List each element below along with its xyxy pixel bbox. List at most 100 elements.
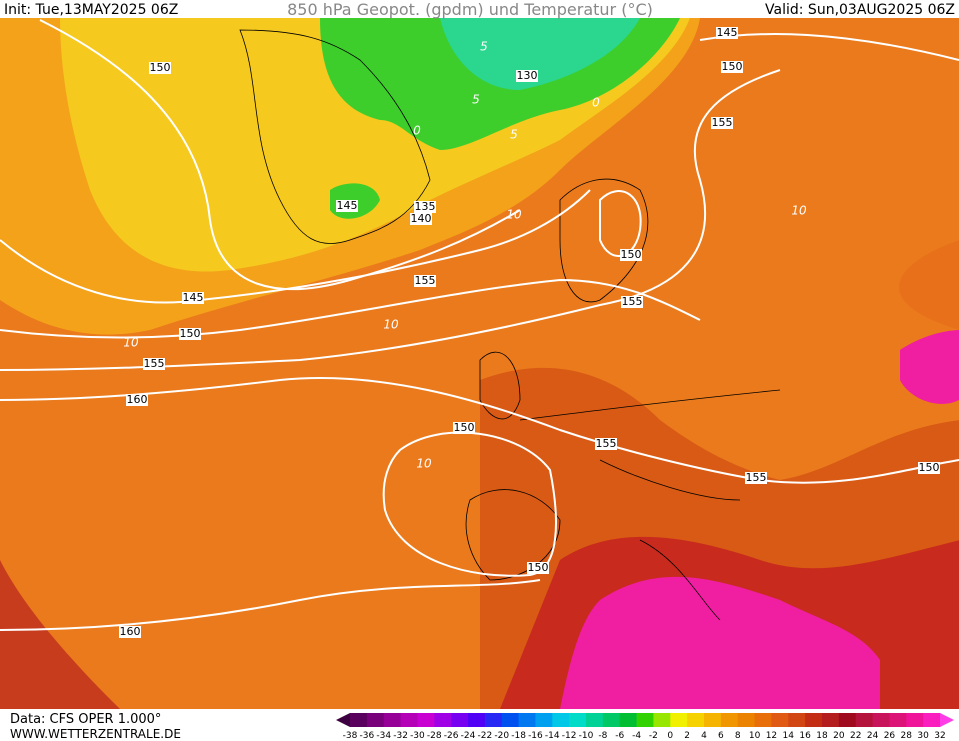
map [0, 18, 959, 709]
legend-arrow [336, 713, 350, 727]
height-label: 155 [712, 116, 733, 129]
legend-swatch [602, 713, 621, 727]
legend-swatch [687, 713, 705, 727]
legend-label: -28 [427, 731, 442, 741]
height-label: 150 [621, 248, 642, 261]
legend-label: -34 [376, 731, 391, 741]
legend-label: -38 [343, 731, 358, 741]
legend-swatch [400, 713, 418, 727]
label-box [516, 70, 538, 82]
legend-swatch [501, 713, 520, 727]
legend-label: 12 [766, 731, 777, 741]
color-legend: -38 -36 -34 -32 -30 -28 -26 -24 -22 -20 -18 -16 -14-… [336, 713, 954, 741]
legend-label: 26 [884, 731, 896, 741]
label-box [414, 201, 436, 213]
legend-label: -26 [444, 731, 459, 741]
legend-label: 10 [749, 731, 761, 741]
legend-swatch [535, 713, 553, 727]
temperature-label: 10 [123, 336, 139, 350]
label-box [620, 249, 642, 261]
legend-label: 32 [934, 731, 945, 741]
legend-label: 30 [917, 731, 929, 741]
legend-label: -10 [579, 731, 594, 741]
legend-swatch [619, 713, 638, 727]
legend-label: -32 [393, 731, 408, 741]
label-box [745, 472, 767, 484]
temperature-label: 0 [413, 124, 421, 138]
label-box [527, 562, 549, 574]
temperature-label: 10 [791, 204, 807, 218]
legend-swatch [484, 713, 503, 727]
legend-label: -8 [598, 731, 607, 741]
legend-swatch [636, 713, 654, 727]
legend-label: -36 [360, 731, 375, 741]
height-label: 150 [919, 461, 940, 474]
height-label: 160 [127, 393, 148, 406]
height-label: 155 [415, 274, 436, 287]
height-label: 160 [120, 625, 141, 638]
legend-label: -2 [649, 731, 658, 741]
legend-swatch [383, 713, 402, 727]
label-box [918, 462, 940, 474]
legend-swatch [855, 713, 874, 727]
height-label: 145 [717, 26, 738, 39]
legend-swatch [838, 713, 857, 727]
legend-label: 18 [816, 731, 828, 741]
legend-swatch [552, 713, 570, 727]
temperature-label: 10 [416, 457, 432, 471]
legend-label: 24 [867, 731, 879, 741]
height-label: 150 [180, 327, 201, 340]
legend-swatch [586, 713, 604, 727]
legend-label: 28 [901, 731, 913, 741]
height-label: 150 [454, 421, 475, 434]
legend-label: -30 [410, 731, 425, 741]
label-box [336, 200, 358, 212]
height-label: 155 [596, 437, 617, 450]
height-label: 155 [144, 357, 165, 370]
label-box [595, 438, 617, 450]
legend-label: 8 [735, 731, 741, 741]
legend-arrow [940, 713, 954, 727]
label-box [711, 117, 733, 129]
legend-label: 20 [833, 731, 845, 741]
legend-swatch [350, 713, 368, 727]
legend-swatch [653, 713, 671, 727]
label-box [149, 62, 171, 74]
legend-label: -16 [528, 731, 543, 741]
legend-swatch [923, 713, 941, 727]
temperature-label: 5 [510, 128, 518, 142]
valid-time: Valid: Sun,03AUG2025 06Z [765, 2, 955, 18]
legend-label: 22 [850, 731, 861, 741]
legend-swatch [468, 713, 486, 727]
label-box [721, 61, 743, 73]
legend-label: -20 [494, 731, 509, 741]
temperature-label: 0 [592, 96, 600, 110]
legend-swatch [434, 713, 452, 727]
init-time: Init: Tue,13MAY2025 06Z [4, 2, 178, 18]
temperature-label: 10 [506, 208, 522, 222]
height-label: 130 [517, 69, 538, 82]
legend-swatch [771, 713, 789, 727]
height-label: 145 [183, 291, 204, 304]
label-box [119, 626, 141, 638]
legend-label: -6 [615, 731, 624, 741]
temperature-label: 10 [383, 318, 399, 332]
height-label: 135 [415, 200, 436, 213]
legend-label: 6 [718, 731, 724, 741]
legend-swatch [417, 713, 435, 727]
legend-swatch [805, 713, 823, 727]
data-source: Data: CFS OPER 1.000° [10, 712, 161, 727]
temperature-label: 5 [472, 93, 480, 107]
legend-swatch [670, 713, 688, 727]
legend-swatch [872, 713, 890, 727]
height-label: 155 [622, 295, 643, 308]
legend-swatch [822, 713, 840, 727]
temperature-label: 5 [480, 40, 488, 54]
legend-swatch [704, 713, 722, 727]
height-label: 145 [337, 199, 358, 212]
legend-label: -14 [545, 731, 560, 741]
legend-swatch [451, 713, 469, 727]
legend-label: 16 [799, 731, 811, 741]
